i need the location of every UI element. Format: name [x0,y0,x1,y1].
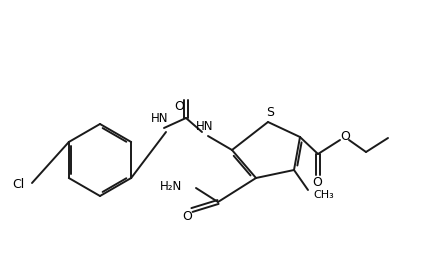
Text: HN: HN [196,120,214,133]
Text: O: O [174,100,184,113]
Text: H₂N: H₂N [160,181,182,194]
Text: O: O [340,130,350,143]
Text: HN: HN [151,113,169,126]
Text: S: S [266,106,274,120]
Text: CH₃: CH₃ [313,190,334,200]
Text: O: O [312,176,322,188]
Text: Cl: Cl [12,178,24,191]
Text: O: O [182,210,192,222]
